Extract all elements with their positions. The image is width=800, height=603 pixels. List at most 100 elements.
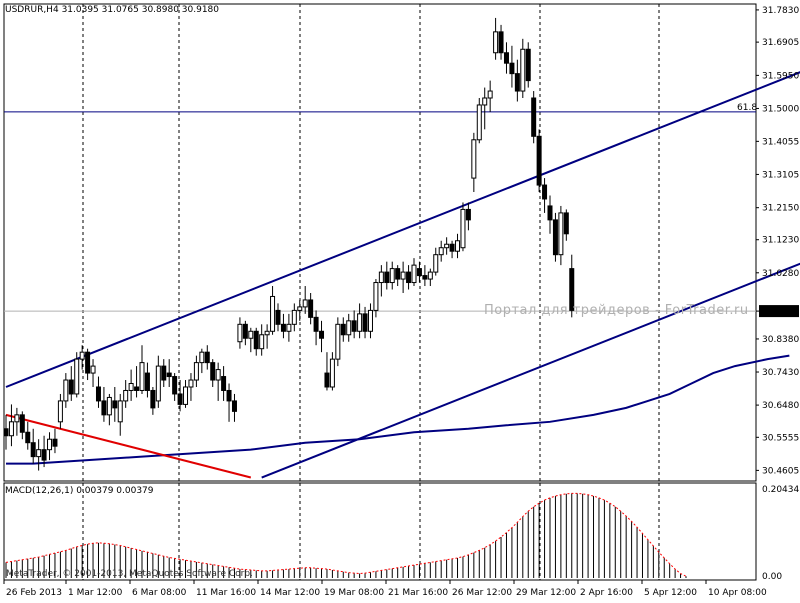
- price-tick-label: 31.6905: [762, 38, 799, 48]
- candle-body: [19, 414, 25, 433]
- time-tick-label: 10 Apr 08:00: [708, 588, 767, 598]
- candle-body: [378, 271, 384, 284]
- time-tick-label: 26 Feb 2013: [6, 588, 62, 598]
- candle-body: [52, 438, 58, 447]
- candle-body: [270, 295, 276, 332]
- candle-body: [400, 271, 406, 280]
- macd-signal-line: [5, 492, 687, 577]
- candle-body: [373, 282, 379, 311]
- candle-body: [74, 358, 80, 395]
- price-tick-label: 30.5555: [762, 433, 799, 443]
- candle-body: [433, 254, 439, 273]
- time-tick-label: 26 Mar 12:00: [452, 588, 512, 598]
- price-tick-label: 31.1230: [762, 236, 799, 246]
- candle-body: [188, 379, 194, 388]
- candle-body: [444, 243, 450, 249]
- candle-body: [329, 358, 335, 388]
- candle-body: [275, 309, 281, 325]
- candle-body: [460, 208, 466, 249]
- candle-body: [248, 330, 254, 339]
- candle-body: [340, 323, 346, 336]
- candle-body: [57, 400, 63, 423]
- candle-body: [161, 365, 167, 381]
- candle-body: [509, 62, 515, 75]
- candle-body: [313, 316, 319, 332]
- channel-upper-line: [5, 71, 800, 388]
- candle-body: [95, 386, 101, 402]
- candle-body: [264, 330, 270, 336]
- candle-body: [79, 351, 85, 360]
- candle-body: [351, 320, 357, 332]
- macd-panel-frame: [3, 482, 757, 581]
- current-price-label: 30.9180: [761, 307, 798, 317]
- candle-body: [558, 212, 564, 256]
- price-tick-label: 31.3105: [762, 170, 799, 180]
- candle-body: [166, 372, 172, 378]
- time-tick-label: 11 Mar 16:00: [196, 588, 256, 598]
- candle-body: [476, 104, 482, 141]
- candle-body: [286, 323, 292, 332]
- price-tick-label: 31.5950: [762, 71, 799, 81]
- candle-body: [106, 396, 112, 416]
- price-tick-label: 30.8380: [762, 335, 799, 345]
- candle-body: [259, 334, 265, 350]
- channel-lower-line: [261, 262, 800, 479]
- candle-body: [139, 362, 145, 391]
- time-tick-label: 1 Mar 12:00: [68, 588, 123, 598]
- candle-body: [514, 73, 520, 92]
- candle-body: [406, 271, 412, 284]
- candle-body: [384, 271, 390, 284]
- copyright-text: MetaTrader, © 2001-2013, MetaQuotes Soft…: [6, 569, 253, 579]
- candle-body: [482, 97, 488, 106]
- time-tick-label: 6 Mar 08:00: [132, 588, 187, 598]
- candle-body: [183, 386, 189, 405]
- price-tick-label: 30.7430: [762, 368, 799, 378]
- price-tick-label: 31.0280: [762, 269, 799, 279]
- candle-body: [221, 376, 227, 391]
- macd-indicator-label: MACD(12,26,1) 0.00379 0.00379: [5, 486, 154, 496]
- price-tick-label: 31.4055: [762, 137, 799, 147]
- candle-body: [531, 97, 537, 137]
- candle-body: [47, 438, 53, 451]
- candle-body: [134, 386, 140, 391]
- candle-body: [123, 389, 129, 402]
- candle-body: [30, 442, 36, 458]
- time-tick-label: 2 Apr 16:00: [580, 588, 633, 598]
- price-tick-label: 31.5000: [762, 104, 799, 114]
- time-tick-label: 19 Mar 08:00: [324, 588, 384, 598]
- symbol-name: USDRUR,H4: [5, 5, 59, 15]
- candle-body: [41, 449, 47, 461]
- candle-body: [215, 369, 221, 381]
- macd-tick-label: 0.00: [762, 572, 782, 582]
- price-tick-label: 31.2150: [762, 204, 799, 214]
- candle-body: [357, 313, 363, 332]
- candle-body: [416, 268, 422, 277]
- candle-body: [308, 299, 314, 318]
- candle-body: [438, 247, 444, 256]
- candle-body: [242, 323, 248, 339]
- candle-body: [503, 52, 509, 64]
- current-price-marker: [759, 305, 799, 318]
- candle-body: [144, 372, 150, 391]
- candle-body: [193, 362, 199, 381]
- candle-body: [128, 383, 134, 391]
- candle-body: [150, 389, 156, 409]
- candle-body: [411, 264, 417, 284]
- symbol-header: USDRUR,H4 31.0395 31.0765 30.8980 30.918…: [5, 5, 219, 15]
- candle-body: [68, 379, 74, 395]
- candle-body: [25, 431, 31, 444]
- candle-body: [427, 271, 433, 280]
- price-tick-label: 30.6480: [762, 401, 799, 411]
- candle-body: [569, 268, 575, 311]
- candle-body: [536, 135, 542, 186]
- candle-body: [280, 323, 286, 332]
- candle-body: [8, 421, 14, 437]
- candle-body: [487, 90, 493, 99]
- fib-level-label: 61.8: [737, 103, 757, 113]
- price-tick-label: 30.4605: [762, 466, 799, 476]
- ohlc-values: 31.0395 31.0765 30.8980 30.9180: [61, 5, 220, 15]
- candle-body: [389, 268, 395, 284]
- red-trendline: [5, 413, 252, 479]
- candle-body: [520, 48, 526, 92]
